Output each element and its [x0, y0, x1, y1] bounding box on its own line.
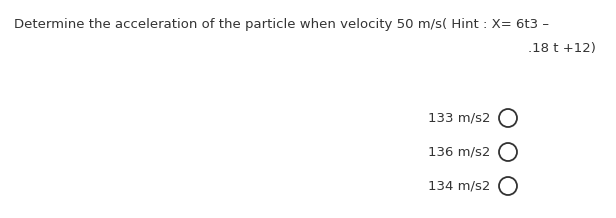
Text: 134 m/s2: 134 m/s2	[428, 179, 490, 192]
Text: 136 m/s2: 136 m/s2	[428, 145, 490, 158]
Text: Determine the acceleration of the particle when velocity 50 m/s( Hint : X= 6t3 –: Determine the acceleration of the partic…	[14, 18, 549, 31]
Text: 133 m/s2: 133 m/s2	[428, 111, 490, 124]
Text: .18 t +12): .18 t +12)	[528, 42, 596, 55]
